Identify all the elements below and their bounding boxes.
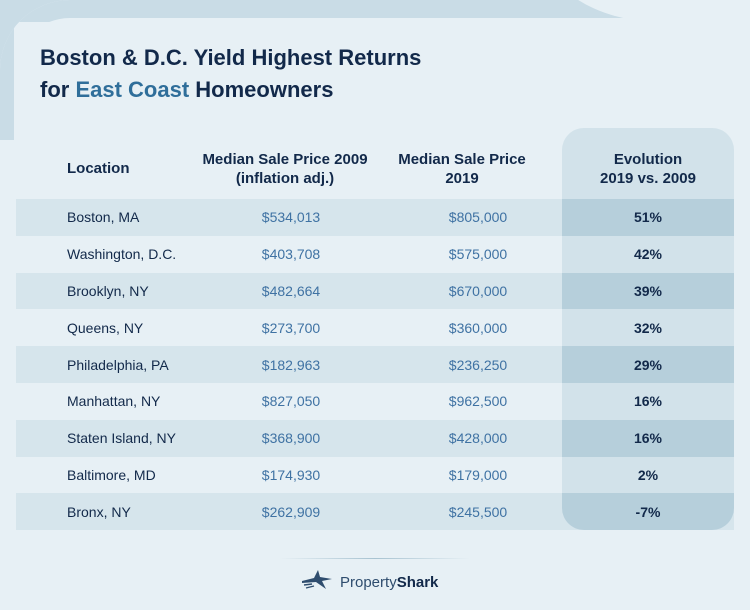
evolution-cell: 29%: [633, 356, 663, 373]
evolution-cell: -7%: [635, 503, 661, 520]
top-decor-band: [0, 0, 750, 22]
header-evolution: Evolution 2019 vs. 2009: [562, 150, 734, 188]
header-price-2019-line2: 2019: [445, 170, 479, 187]
evolution-cell: 51%: [633, 209, 663, 226]
evolution-cell: 2%: [637, 466, 659, 483]
price-2009-cell: $827,050: [261, 393, 321, 410]
header-location-label: Location: [67, 160, 130, 177]
price-2019-cell: $428,000: [448, 430, 508, 447]
evolution-cell: 16%: [633, 393, 663, 410]
price-2019-cell: $245,500: [448, 503, 508, 520]
header-price-2009-line2: (inflation adj.): [235, 170, 335, 187]
price-2009-cell: $182,963: [261, 356, 321, 373]
title-line-2-prefix: for: [40, 77, 76, 102]
logo-text-bold: Shark: [396, 573, 439, 591]
logo-text-regular: Property: [340, 573, 397, 591]
evolution-cell: 32%: [633, 319, 663, 336]
price-2019-cell: $805,000: [448, 209, 508, 226]
price-2019-cell: $179,000: [448, 466, 508, 483]
data-table-body: Boston, MA $534,013 $805,000 51% Washington,…: [16, 199, 734, 531]
header-location: Location: [67, 159, 130, 178]
evolution-cell-bg: [562, 456, 734, 494]
table-row: Manhattan, NY $827,050 $962,500 16%: [16, 382, 734, 420]
brand-logo: PropertyShark: [300, 569, 438, 596]
evolution-cell-bg: [562, 199, 734, 236]
table-row: Philadelphia, PA $182,963 $236,250 29%: [16, 346, 734, 383]
price-2009-cell: $273,700: [261, 319, 321, 336]
header-price-2019: Median Sale Price 2019: [382, 150, 542, 188]
price-2009-cell: $368,900: [261, 430, 321, 447]
location-cell: Staten Island, NY: [67, 430, 176, 447]
table-row: Baltimore, MD $174,930 $179,000 2%: [16, 456, 734, 494]
price-2019-cell: $360,000: [448, 319, 508, 336]
evolution-cell-bg: [562, 382, 734, 420]
logo-wordmark: PropertyShark: [340, 574, 438, 591]
table-row: Bronx, NY $262,909 $245,500 -7%: [16, 493, 734, 531]
footer-divider: [280, 558, 470, 559]
price-2019-cell: $575,000: [448, 246, 508, 263]
location-cell: Baltimore, MD: [67, 466, 156, 483]
evolution-cell-bg: [562, 419, 734, 457]
header-evolution-line2: 2019 vs. 2009: [600, 170, 696, 187]
header-evolution-line1: Evolution: [613, 151, 683, 168]
price-2019-cell: $670,000: [448, 282, 508, 299]
table-row: Staten Island, NY $368,900 $428,000 16%: [16, 419, 734, 457]
table-row: Brooklyn, NY $482,664 $670,000 39%: [16, 272, 734, 310]
left-decor-band: [0, 0, 14, 140]
title-line-1: Boston & D.C. Yield Highest Returns: [40, 45, 422, 70]
page-title: Boston & D.C. Yield Highest Returns for …: [40, 42, 560, 106]
location-cell: Washington, D.C.: [67, 246, 177, 263]
location-cell: Manhattan, NY: [67, 393, 161, 410]
evolution-cell: 42%: [633, 246, 663, 263]
shark-icon: [300, 569, 334, 596]
header-price-2019-line1: Median Sale Price: [398, 151, 526, 168]
table-row: Boston, MA $534,013 $805,000 51%: [16, 199, 734, 236]
header-price-2009-line1: Median Sale Price 2009: [202, 151, 368, 168]
evolution-cell: 39%: [633, 282, 663, 299]
header-price-2009: Median Sale Price 2009 (inflation adj.): [195, 150, 375, 188]
evolution-cell-bg: [562, 235, 734, 273]
location-cell: Brooklyn, NY: [67, 282, 149, 299]
title-line-2-suffix: Homeowners: [189, 77, 334, 102]
table-row: Washington, D.C. $403,708 $575,000 42%: [16, 235, 734, 273]
location-cell: Boston, MA: [67, 209, 140, 226]
evolution-cell-bg: [562, 272, 734, 310]
price-2019-cell: $236,250: [448, 356, 508, 373]
location-cell: Queens, NY: [67, 319, 144, 336]
price-2009-cell: $262,909: [261, 503, 321, 520]
price-2019-cell: $962,500: [448, 393, 508, 410]
price-2009-cell: $534,013: [261, 209, 321, 226]
evolution-cell: 16%: [633, 430, 663, 447]
table-row: Queens, NY $273,700 $360,000 32%: [16, 309, 734, 347]
title-line-2: for East Coast Homeowners: [40, 74, 560, 106]
evolution-cell-bg: [562, 493, 734, 531]
location-cell: Philadelphia, PA: [67, 356, 169, 373]
price-2009-cell: $403,708: [261, 246, 321, 263]
title-line-2-accent: East Coast: [75, 77, 190, 102]
price-2009-cell: $482,664: [261, 282, 321, 299]
evolution-cell-bg: [562, 309, 734, 347]
location-cell: Bronx, NY: [67, 503, 131, 520]
price-2009-cell: $174,930: [261, 466, 321, 483]
evolution-cell-bg: [562, 346, 734, 383]
